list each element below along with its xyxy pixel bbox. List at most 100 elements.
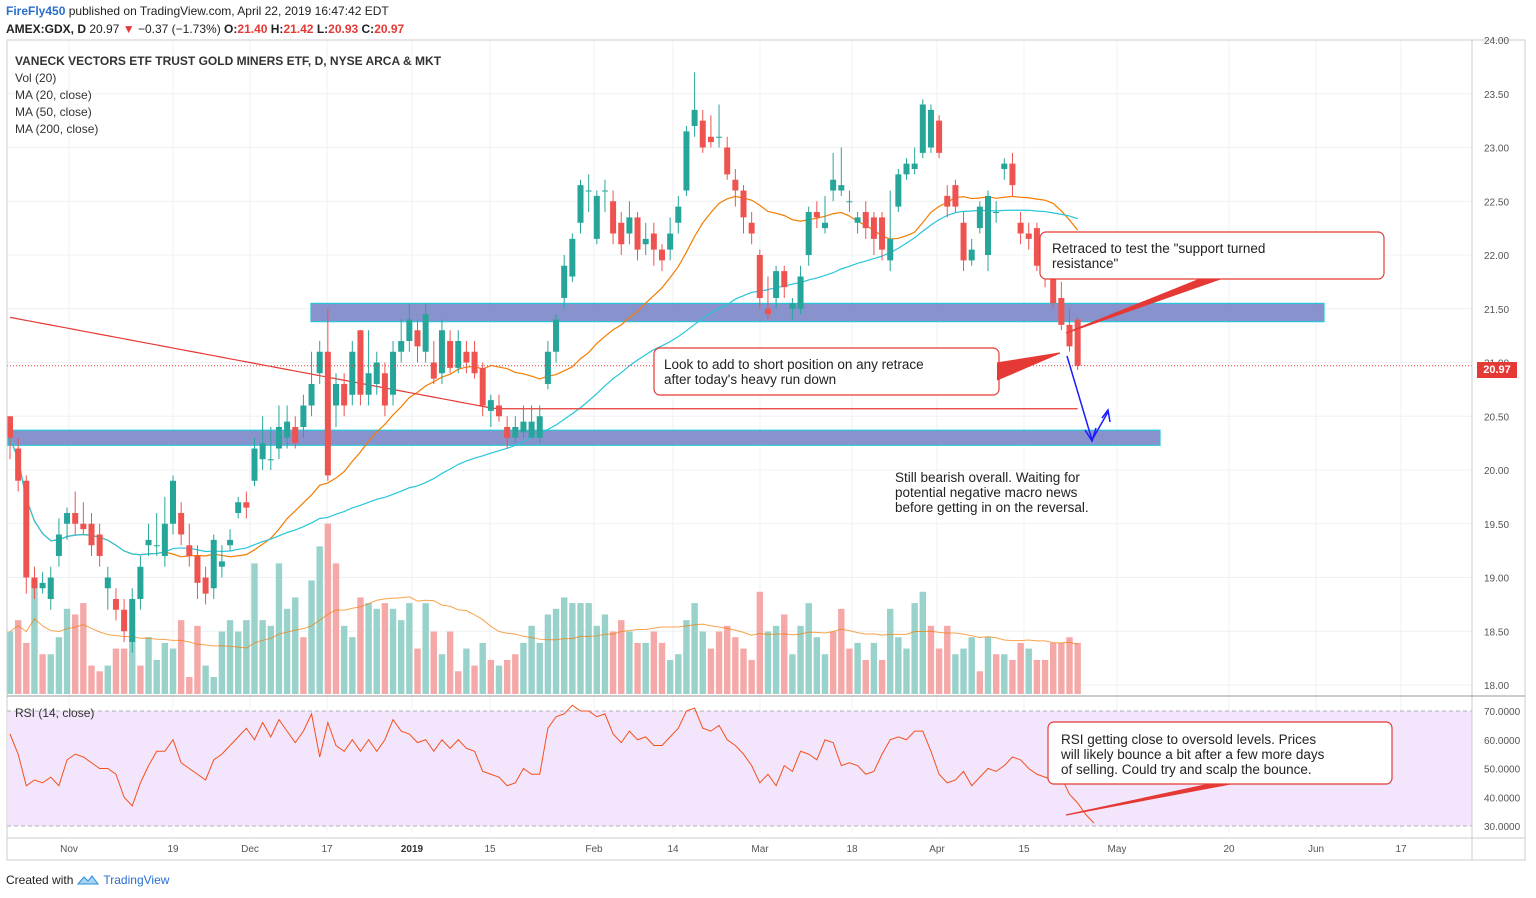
candle-body (72, 513, 79, 524)
volume-bar (609, 631, 617, 694)
volume-bar (666, 659, 674, 694)
volume-bar (446, 631, 454, 694)
candle-body (170, 480, 176, 524)
volume-bar (642, 642, 649, 694)
candle-body (601, 190, 608, 192)
volume-bar (39, 654, 46, 694)
candle-body (838, 185, 845, 191)
tradingview-link[interactable]: TradingView (103, 873, 170, 887)
chart-frame (6, 39, 1526, 861)
candle-body (976, 206, 983, 229)
candle-body (39, 582, 46, 589)
volume-bar (218, 631, 226, 694)
volume-bar (463, 648, 470, 694)
note-add-short[interactable]: Look to add to short position on any ret… (664, 357, 924, 387)
price-tick-label: 20.00 (1484, 466, 1509, 477)
candle-body (145, 539, 152, 546)
candle-body (15, 448, 22, 481)
volume-bar (373, 608, 380, 694)
volume-bar (634, 642, 641, 694)
rsi-tick-label: 40.0000 (1484, 793, 1521, 804)
time-tick-label: Apr (929, 844, 945, 855)
volume-bar (724, 625, 731, 694)
candle-body (610, 201, 617, 234)
volume-bar (283, 608, 291, 694)
volume-bar (259, 620, 266, 694)
candle-body (1050, 271, 1057, 304)
volume-bar (169, 648, 177, 694)
time-tick-label: 2019 (401, 844, 424, 855)
volume-bar (479, 642, 486, 694)
volume-ma-line (9, 596, 1078, 649)
time-tick-label: May (1108, 844, 1127, 855)
candle-body (952, 185, 959, 207)
legend-ma200[interactable]: MA (200, close) (15, 122, 99, 136)
volume-bar (406, 603, 413, 694)
volume-bar (308, 580, 315, 694)
volume-bar (487, 659, 495, 694)
legend-ma50[interactable]: MA (50, close) (15, 105, 92, 119)
sr-zone-box (310, 302, 1325, 323)
candle-body (1033, 228, 1040, 266)
volume-bar (471, 665, 478, 694)
volume-bar (895, 637, 902, 694)
open-label: O: (224, 22, 238, 36)
candle-body (781, 271, 788, 288)
candle-body (528, 421, 535, 438)
candle-body (23, 480, 30, 578)
candle-body (683, 131, 690, 191)
volume-bar (55, 637, 63, 694)
volume-bar (251, 563, 258, 694)
note-bearish[interactable]: Still bearish overall. Waiting for poten… (895, 470, 1089, 515)
price-tick-label: 20.50 (1484, 412, 1509, 423)
author-link[interactable]: FireFly450 (6, 4, 66, 18)
candle-body (748, 222, 755, 234)
volume-bar (683, 620, 690, 694)
candle-body (895, 174, 902, 207)
candle-body (707, 136, 714, 143)
volume-bar (14, 620, 22, 694)
rsi-tick-label: 60.0000 (1484, 736, 1521, 747)
volume-bar (120, 648, 128, 694)
note-rsi[interactable]: RSI getting close to oversold levels. Pr… (1061, 732, 1324, 777)
volume-bar (805, 603, 812, 694)
volume-bar (520, 642, 527, 694)
candle-body (936, 120, 943, 153)
volume-bar (63, 608, 71, 694)
note-retrace-line1: Retraced to test the "support turned (1052, 241, 1266, 256)
legend-vol[interactable]: Vol (20) (15, 71, 57, 85)
candle-body (80, 523, 87, 530)
volume-bar (503, 659, 511, 694)
candle-body (732, 179, 739, 191)
volume-bar (129, 637, 136, 694)
volume-bar (340, 625, 348, 694)
candle-body (830, 179, 837, 191)
candle-body (634, 217, 641, 250)
candle-body (642, 238, 649, 245)
volume-bar (243, 620, 250, 694)
note-bearish-line2: potential negative macro news (895, 485, 1078, 500)
candle-body (724, 147, 731, 175)
volume-bar (984, 637, 992, 694)
candle-body (88, 523, 95, 546)
candle-body (504, 427, 511, 438)
volume-bar (88, 665, 95, 694)
tradingview-logo-icon (77, 875, 100, 885)
volume-bar (813, 637, 821, 694)
close-label: C: (361, 22, 375, 36)
note-retrace[interactable]: Retraced to test the "support turned res… (1052, 241, 1265, 271)
callout-pointer-retrace (1065, 278, 1221, 334)
legend-ma20[interactable]: MA (20, close) (15, 88, 92, 102)
volume-bar (137, 665, 144, 694)
candle-body (1074, 319, 1081, 366)
time-tick-label: 15 (1018, 844, 1030, 855)
candle-body (756, 255, 763, 298)
volume-bar (536, 642, 543, 694)
volume-bar (781, 614, 788, 694)
volume-bar (23, 642, 30, 694)
candle-body (308, 384, 315, 406)
rsi-legend[interactable]: RSI (14, close) (15, 706, 95, 720)
time-tick-label: 17 (321, 844, 333, 855)
candle-body (822, 222, 828, 229)
